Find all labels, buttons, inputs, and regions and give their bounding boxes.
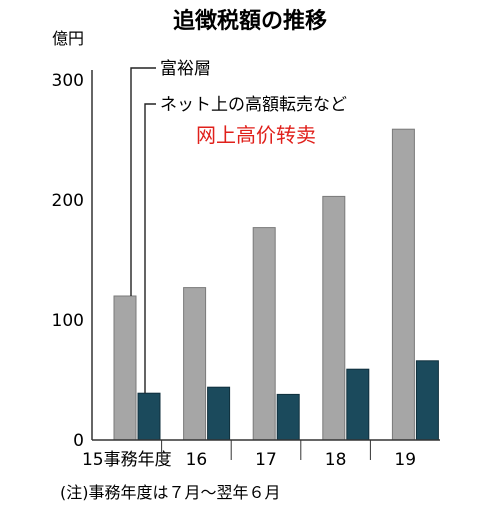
legend-leader-online-resale [144,103,156,394]
x-tick-label: 17 [255,450,277,470]
bar-wealthy [183,287,207,441]
footnote: (注)事務年度は７月～翌年６月 [60,483,281,502]
bar-wealthy [252,227,276,441]
bars-group [113,128,439,441]
x-tick-label: 19 [394,450,416,470]
y-axis-unit: 億円 [52,29,84,48]
y-tick-label: 300 [52,71,84,91]
bar-wealthy [322,195,346,441]
bar-online-resale [137,392,161,441]
x-axis-labels: 15事務年度 16 17 18 19 [82,450,416,470]
bar-online-resale [415,360,439,441]
y-tick-label: 0 [73,431,84,451]
bar-wealthy [391,128,415,441]
bar-online-resale [346,368,370,441]
bar-online-resale [276,393,300,441]
legend-leaders [130,67,156,394]
y-tick-label: 200 [52,191,84,211]
chart-title: 追徴税額の推移 [173,8,327,34]
legend-label-online-resale: ネット上の高額転売など [160,95,347,115]
legend-label-wealthy: 富裕層 [160,59,211,79]
x-tick-label: 16 [186,450,208,470]
x-tick-label: 15事務年度 [82,450,172,470]
y-tick-label: 100 [52,311,84,331]
bar-online-resale [207,386,231,441]
annotation-text: 网上高价转卖 [196,123,316,147]
y-axis-ticks: 0 100 200 300 [52,71,84,451]
legend-leader-wealthy [130,67,156,296]
x-tick-label: 18 [325,450,347,470]
bar-wealthy [113,295,137,441]
